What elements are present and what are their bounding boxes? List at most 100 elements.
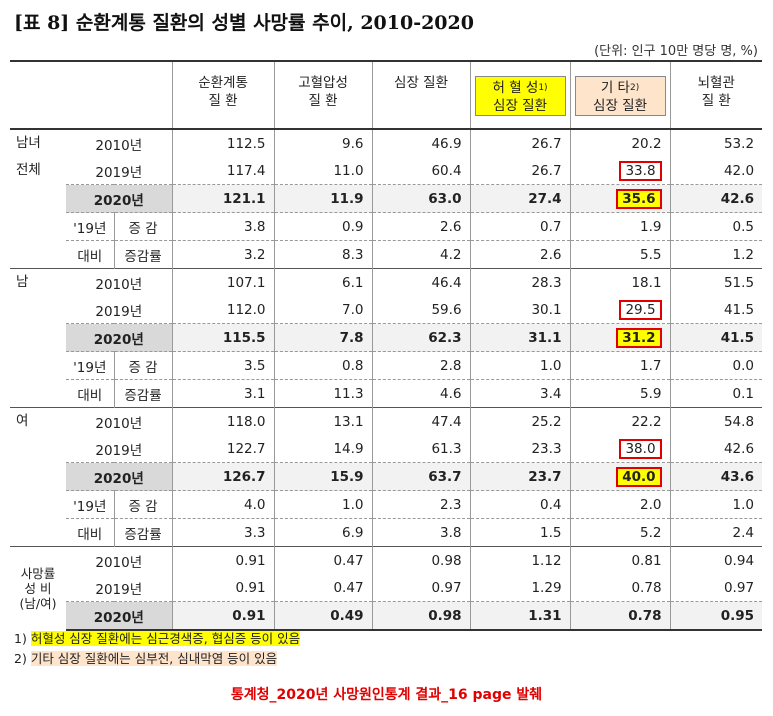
group-label-ratio: 사망률 성 비 (남/여) xyxy=(10,546,66,630)
year-label: 2019년 xyxy=(95,581,143,598)
year-label: 2020년 xyxy=(66,184,173,213)
vs-label: 대비 xyxy=(66,240,114,269)
cell: 9.6 xyxy=(273,128,373,157)
table-row: '19년 증 감 4.0 1.0 2.3 0.4 2.0 1.0 xyxy=(10,490,763,519)
cell: 0.95 xyxy=(669,601,763,631)
year-label: 2019년 xyxy=(95,164,143,181)
cell: 1.0 xyxy=(669,490,763,519)
cell: 1.9 xyxy=(569,212,671,241)
cell: 63.0 xyxy=(371,184,471,213)
cell: 3.5 xyxy=(171,351,275,380)
cell: 41.5 xyxy=(669,296,763,324)
cell: 4.0 xyxy=(171,490,275,519)
source-note: 통계청_2020년 사망원인통계 결과_16 page 발췌 xyxy=(230,687,543,703)
cell: 0.94 xyxy=(669,546,763,574)
table-title: [표 8] 순환계통 질환의 성별 사망률 추이, 2010-2020 xyxy=(14,12,474,34)
cell: 42.6 xyxy=(669,435,763,463)
cell: 1.0 xyxy=(273,490,373,519)
diff-label: 증 감 xyxy=(113,351,173,380)
cell: 107.1 xyxy=(171,268,275,296)
cell: 117.4 xyxy=(171,157,275,185)
cell-highlight: 35.6 xyxy=(569,184,671,213)
cell: 0.78 xyxy=(569,574,671,602)
cell: 23.7 xyxy=(469,462,571,491)
footnote-text: 기타 심장 질환에는 심부전, 심내막염 등이 있음 xyxy=(30,651,278,666)
cell: 13.1 xyxy=(273,407,373,435)
cell-highlight: 33.8 xyxy=(569,157,671,185)
cell: 53.2 xyxy=(669,128,763,157)
table-row: 2020년 121.1 11.9 63.0 27.4 35.6 42.6 xyxy=(10,184,763,213)
cell: 0.47 xyxy=(273,574,373,602)
header-cerebrovascular: 뇌혈관 질 환 xyxy=(669,60,763,130)
cell: 121.1 xyxy=(171,184,275,213)
cell: 0.9 xyxy=(273,212,373,241)
cell: 115.5 xyxy=(171,323,275,352)
cell: 4.2 xyxy=(371,240,471,269)
cell: 63.7 xyxy=(371,462,471,491)
cell: 22.2 xyxy=(569,407,671,435)
group-label-female: 여 xyxy=(10,407,66,491)
cell: 7.0 xyxy=(273,296,373,324)
table-row: 2019년 112.0 7.0 59.6 30.1 29.5 41.5 xyxy=(10,296,763,324)
footnote-text: 허혈성 심장 질환에는 심근경색증, 협심증 등이 있음 xyxy=(30,631,301,646)
cell: 7.8 xyxy=(273,323,373,352)
cell: 0.0 xyxy=(669,351,763,380)
cell: 30.1 xyxy=(469,296,571,324)
cell: 3.3 xyxy=(171,518,275,547)
cell: 1.2 xyxy=(669,240,763,269)
cell: 112.5 xyxy=(171,128,275,157)
table-row: 대비 증감률 3.2 8.3 4.2 2.6 5.5 1.2 xyxy=(10,240,763,269)
cell: 0.91 xyxy=(171,546,275,574)
cell: 18.1 xyxy=(569,268,671,296)
cell: 3.8 xyxy=(171,212,275,241)
cell: 3.2 xyxy=(171,240,275,269)
cell: 27.4 xyxy=(469,184,571,213)
header-hypertensive: 고혈압성 질 환 xyxy=(273,60,373,130)
cell: 25.2 xyxy=(469,407,571,435)
table-row: 여 2010년 118.0 13.1 47.4 25.2 22.2 54.8 xyxy=(10,407,763,491)
cell: 8.3 xyxy=(273,240,373,269)
cell: 2.4 xyxy=(669,518,763,547)
year-label: 2019년 xyxy=(95,442,143,459)
cell: 6.1 xyxy=(273,268,373,296)
header-circulatory: 순환계통 질 환 xyxy=(171,60,275,130)
vs-label: 대비 xyxy=(66,379,114,408)
cell: 11.9 xyxy=(273,184,373,213)
rate-label: 증감률 xyxy=(113,379,173,408)
cell: 1.29 xyxy=(469,574,571,602)
cell-highlight: 31.2 xyxy=(569,323,671,352)
table-row: 2019년 0.91 0.47 0.97 1.29 0.78 0.97 xyxy=(10,574,763,602)
cell: 3.8 xyxy=(371,518,471,547)
cell: 4.6 xyxy=(371,379,471,408)
cell-highlight: 29.5 xyxy=(569,296,671,324)
table-row: '19년 증 감 3.5 0.8 2.8 1.0 1.7 0.0 xyxy=(10,351,763,380)
cell: 0.5 xyxy=(669,212,763,241)
cell: 26.7 xyxy=(469,157,571,185)
vs-label: '19년 xyxy=(66,490,114,519)
cell: 0.98 xyxy=(371,546,471,574)
cell: 118.0 xyxy=(171,407,275,435)
cell: 0.98 xyxy=(371,601,471,631)
cell: 0.91 xyxy=(171,601,275,631)
cell: 122.7 xyxy=(171,435,275,463)
table-row: 남 2010년 107.1 6.1 46.4 28.3 18.1 51.5 xyxy=(10,268,763,352)
cell: 62.3 xyxy=(371,323,471,352)
table-row: 2020년 115.5 7.8 62.3 31.1 31.2 41.5 xyxy=(10,323,763,352)
cell: 59.6 xyxy=(371,296,471,324)
cell: 5.9 xyxy=(569,379,671,408)
diff-label: 증 감 xyxy=(113,212,173,241)
year-label: 2010년 xyxy=(66,407,173,435)
cell: 54.8 xyxy=(669,407,763,435)
header-row: 순환계통 질 환 고혈압성 질 환 심장 질환 허 혈 성1) 심장 질환 기 타2)… xyxy=(10,60,763,130)
diff-label: 증 감 xyxy=(113,490,173,519)
table-row: 대비 증감률 3.3 6.9 3.8 1.5 5.2 2.4 xyxy=(10,518,763,547)
cell: 47.4 xyxy=(371,407,471,435)
cell: 1.12 xyxy=(469,546,571,574)
cell: 0.78 xyxy=(569,601,671,631)
cell: 3.1 xyxy=(171,379,275,408)
cell: 41.5 xyxy=(669,323,763,352)
cell: 0.4 xyxy=(469,490,571,519)
cell: 6.9 xyxy=(273,518,373,547)
vs-label: '19년 xyxy=(66,351,114,380)
footnote-1: 1) 허혈성 심장 질환에는 심근경색증, 협심증 등이 있음 xyxy=(14,628,301,647)
